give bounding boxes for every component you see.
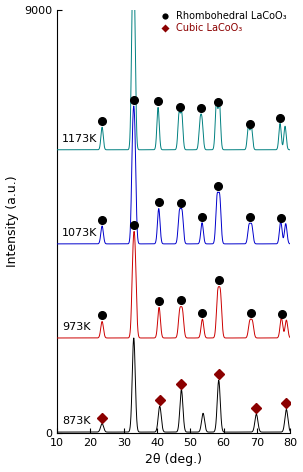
Text: 1073K: 1073K <box>62 228 98 238</box>
Text: 873K: 873K <box>62 416 91 426</box>
Legend: Rhombohedral LaCoO₃, Cubic LaCoO₃: Rhombohedral LaCoO₃, Cubic LaCoO₃ <box>154 10 288 34</box>
Text: 1173K: 1173K <box>62 134 98 143</box>
X-axis label: 2θ (deg.): 2θ (deg.) <box>145 454 202 466</box>
Text: 973K: 973K <box>62 322 91 332</box>
Y-axis label: Intensity (a.u.): Intensity (a.u.) <box>5 176 18 267</box>
